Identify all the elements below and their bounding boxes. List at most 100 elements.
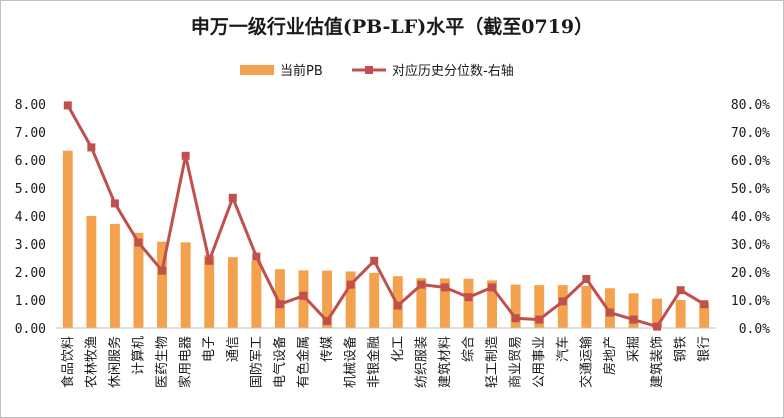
category-labels: 食品饮料 农林牧渔 休闲服务 计算机 医药生物 家用电器 电子 通信 国防军工 电气设备 有色金属传…	[60, 336, 712, 388]
line-point	[417, 280, 426, 289]
left-tick-label: 7.00	[15, 126, 46, 141]
category-label: 房地产	[602, 336, 618, 375]
category-label: 非银金融	[366, 336, 382, 388]
left-tick-label: 3.00	[15, 238, 46, 253]
line-point	[558, 297, 567, 306]
left-tick-label: 2.00	[15, 266, 46, 281]
line-point	[605, 308, 614, 317]
category-label: 商业贸易	[509, 336, 524, 388]
line-point	[653, 322, 662, 331]
line-point	[275, 300, 284, 309]
right-tick-label: 70.0%	[731, 126, 770, 141]
category-label: 电子	[202, 336, 217, 362]
bar-series	[62, 150, 710, 328]
left-tick-label: 5.00	[15, 182, 46, 197]
bar	[133, 232, 144, 328]
right-tick-label: 40.0%	[731, 210, 770, 225]
bar	[251, 260, 262, 328]
line-point	[252, 252, 261, 261]
bar	[322, 270, 333, 328]
left-tick-label: 4.00	[15, 210, 46, 225]
bar	[416, 278, 427, 328]
category-label: 综合	[462, 336, 477, 362]
bar	[86, 216, 97, 328]
category-label: 医药生物	[155, 336, 170, 388]
category-label: 化工	[391, 336, 406, 362]
left-tick-label: 6.00	[15, 154, 46, 169]
category-label: 计算机	[132, 336, 147, 375]
category-label: 建筑材料	[437, 336, 453, 388]
percentile-line	[66, 104, 705, 329]
line-point	[134, 238, 143, 247]
chart-title: 申万一级行业估值(PB-LF)水平（截至0719）	[191, 15, 593, 38]
bar	[439, 278, 450, 328]
bar	[628, 293, 639, 328]
bar	[157, 241, 168, 328]
right-tick-label: 10.0%	[731, 294, 770, 309]
bar	[675, 300, 686, 328]
bar	[204, 255, 215, 328]
line-point	[582, 275, 591, 283]
line-point	[205, 256, 214, 265]
line-point	[228, 193, 237, 202]
category-label: 国防军工	[248, 336, 264, 388]
bar	[463, 278, 474, 328]
line-point	[464, 293, 473, 302]
category-label: 通信	[226, 336, 241, 362]
line-point	[323, 317, 332, 325]
legend: 当前PB 对应历史分位数-右轴	[240, 63, 514, 79]
line-point	[488, 283, 497, 292]
right-tick-label: 50.0%	[731, 182, 770, 197]
category-label: 公用事业	[532, 336, 547, 388]
legend-line-label: 对应历史分位数-右轴	[392, 63, 514, 79]
bar	[369, 272, 380, 328]
right-tick-label: 20.0%	[731, 266, 770, 281]
line-point	[110, 199, 119, 208]
line-point	[346, 280, 355, 289]
line-point	[87, 143, 96, 152]
category-label: 银行	[697, 336, 712, 362]
line-point	[299, 291, 308, 300]
right-axis: 0.0% 10.0% 20.0% 30.0% 40.0% 50.0% 60.0% 70.0% 8…	[731, 98, 770, 337]
bar	[699, 302, 710, 328]
category-label: 食品饮料	[60, 336, 76, 388]
line-point	[511, 314, 520, 323]
category-label: 钢铁	[674, 336, 689, 362]
line-point	[370, 256, 379, 265]
line-point	[700, 300, 709, 309]
category-label: 采掘	[627, 336, 642, 362]
bar	[62, 150, 73, 328]
legend-bar-label: 当前PB	[280, 63, 323, 79]
line-series	[63, 101, 709, 331]
line-point	[676, 286, 685, 295]
right-tick-label: 60.0%	[731, 154, 770, 169]
category-label: 纺织服装	[414, 336, 429, 388]
bar	[487, 280, 498, 328]
bar	[557, 285, 568, 328]
bar	[274, 269, 285, 328]
legend-line-marker	[365, 66, 373, 74]
bar	[345, 271, 356, 328]
legend-bar-swatch	[240, 65, 274, 75]
bar	[534, 285, 545, 328]
left-tick-label: 0.00	[15, 322, 46, 337]
bar	[180, 242, 191, 328]
line-point	[629, 315, 638, 324]
category-label: 休闲服务	[107, 336, 123, 388]
category-label: 农林牧渔	[84, 336, 99, 388]
category-label: 电气设备	[272, 336, 288, 388]
bar	[652, 298, 663, 328]
bar	[227, 257, 238, 328]
category-label: 有色金属	[296, 336, 312, 388]
category-label: 机械设备	[343, 336, 359, 388]
category-label: 轻工制造	[485, 336, 500, 388]
category-label: 家用电器	[178, 336, 194, 388]
bar	[510, 284, 521, 328]
category-label: 传媒	[320, 336, 335, 362]
bar	[109, 223, 120, 328]
right-tick-label: 80.0%	[731, 98, 770, 113]
left-axis: 0.00 1.00 2.00 3.00 4.00 5.00 6.00 7.00 8.00	[15, 98, 46, 337]
line-point	[440, 283, 449, 292]
